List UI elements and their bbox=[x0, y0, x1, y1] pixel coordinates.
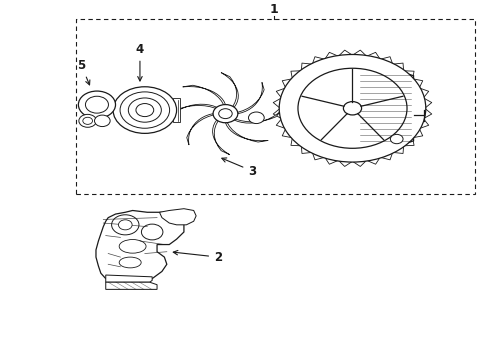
Circle shape bbox=[142, 224, 163, 240]
Polygon shape bbox=[225, 123, 268, 142]
Polygon shape bbox=[238, 82, 264, 114]
Circle shape bbox=[85, 96, 108, 113]
Circle shape bbox=[95, 115, 110, 127]
Polygon shape bbox=[106, 282, 157, 289]
Polygon shape bbox=[221, 73, 238, 107]
Circle shape bbox=[343, 102, 362, 115]
Text: 1: 1 bbox=[270, 3, 279, 16]
Circle shape bbox=[248, 112, 264, 123]
Text: 5: 5 bbox=[77, 59, 90, 85]
Circle shape bbox=[113, 87, 176, 134]
Polygon shape bbox=[159, 209, 196, 225]
Bar bbox=[76, 19, 475, 194]
Polygon shape bbox=[170, 104, 217, 117]
Circle shape bbox=[279, 54, 426, 162]
Text: 4: 4 bbox=[136, 42, 144, 81]
Polygon shape bbox=[96, 211, 184, 284]
Circle shape bbox=[112, 215, 139, 235]
Circle shape bbox=[78, 91, 116, 118]
Polygon shape bbox=[183, 85, 225, 105]
Circle shape bbox=[120, 92, 170, 128]
Circle shape bbox=[83, 117, 93, 124]
Circle shape bbox=[136, 104, 154, 117]
Circle shape bbox=[298, 68, 407, 148]
Polygon shape bbox=[106, 275, 152, 282]
Circle shape bbox=[213, 105, 238, 123]
Circle shape bbox=[79, 114, 97, 127]
Polygon shape bbox=[187, 114, 213, 145]
Circle shape bbox=[119, 220, 132, 230]
Ellipse shape bbox=[119, 239, 146, 253]
Circle shape bbox=[391, 134, 403, 144]
Polygon shape bbox=[357, 68, 414, 149]
Text: 3: 3 bbox=[222, 158, 256, 177]
Polygon shape bbox=[213, 120, 230, 155]
Text: 2: 2 bbox=[173, 251, 222, 264]
Circle shape bbox=[219, 109, 232, 118]
Circle shape bbox=[128, 98, 161, 122]
Polygon shape bbox=[234, 111, 281, 123]
Ellipse shape bbox=[119, 257, 141, 268]
Polygon shape bbox=[173, 98, 180, 122]
